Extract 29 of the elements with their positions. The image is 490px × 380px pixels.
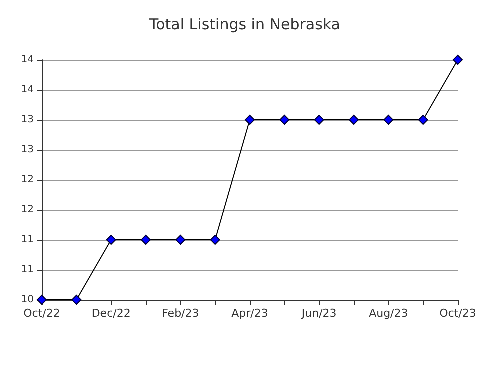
point [418, 115, 428, 125]
y-tick-label: 14 [21, 84, 34, 96]
x-tick-label: Jun/23 [300, 307, 337, 320]
point [280, 115, 290, 125]
y-tick-label: 13 [21, 144, 34, 156]
chart-title: Total Listings in Nebraska [148, 16, 341, 34]
point [176, 235, 186, 245]
point [210, 235, 220, 245]
point [245, 115, 255, 125]
y-tick-label: 14 [21, 54, 34, 66]
x-tick-label: Dec/22 [92, 307, 131, 320]
point [349, 115, 359, 125]
point [384, 115, 394, 125]
x-tick-label: Oct/22 [24, 307, 60, 320]
y-tick-label: 11 [21, 264, 34, 276]
x-tick-label: Apr/23 [232, 307, 268, 320]
point [453, 55, 463, 65]
point [72, 295, 82, 305]
y-tick-label: 11 [21, 234, 34, 246]
point [314, 115, 324, 125]
y-tick-label: 12 [21, 174, 34, 186]
y-tick-label: 12 [21, 204, 34, 216]
y-tick-label: 13 [21, 114, 34, 126]
y-tick-label: 10 [21, 294, 34, 306]
x-tick-label: Aug/23 [369, 307, 408, 320]
x-tick-label: Oct/23 [440, 307, 476, 320]
x-tick-label: Feb/23 [162, 307, 200, 320]
point [106, 235, 116, 245]
point [141, 235, 151, 245]
